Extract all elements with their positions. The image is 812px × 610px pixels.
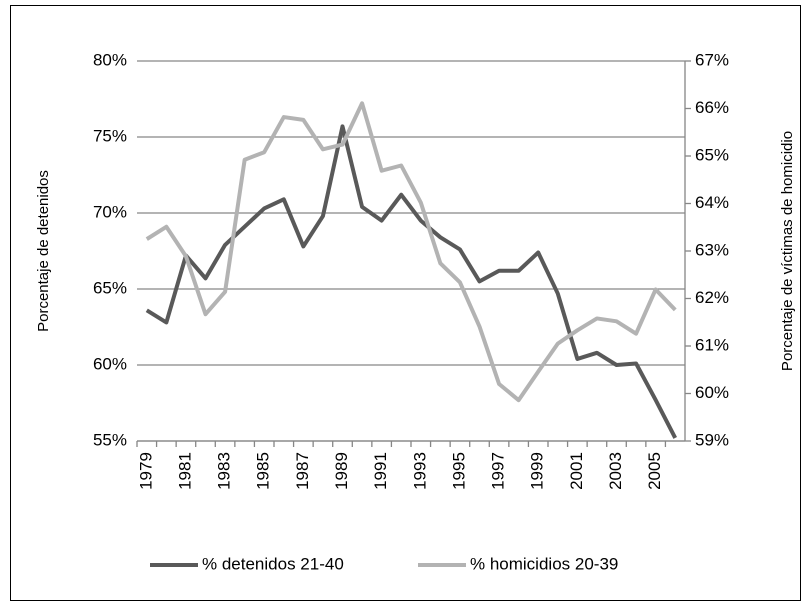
y-tick-label: 75% (93, 126, 127, 145)
x-tick-label: 1995 (449, 452, 468, 490)
x-tick-label: 1989 (332, 452, 351, 490)
series-line (145, 101, 677, 403)
y2-tick-label: 66% (695, 98, 729, 117)
y2-tick-label: 59% (695, 430, 729, 449)
x-tick-label: 1999 (528, 452, 547, 490)
x-tick-label: 1979 (136, 452, 155, 490)
x-tick-label: 1993 (410, 452, 429, 490)
y2-axis-label: Porcentaje de víctimas de homicidio (779, 131, 796, 371)
y2-tick-label: 60% (695, 383, 729, 402)
y2-tick-label: 62% (695, 288, 729, 307)
y-tick-label: 65% (93, 278, 127, 297)
y2-tick-label: 65% (695, 145, 729, 164)
y2-tick-label: 63% (695, 240, 729, 259)
x-tick-label: 2005 (645, 452, 664, 490)
y-axis-label: Porcentaje de detenidos (35, 170, 52, 332)
x-tick-label: 1997 (489, 452, 508, 490)
y2-tick-label: 67% (695, 50, 729, 69)
x-tick-label: 2003 (606, 452, 625, 490)
legend-label: % homicidios 20-39 (470, 554, 618, 573)
x-tick-label: 1987 (293, 452, 312, 490)
x-tick-label: 1983 (215, 452, 234, 490)
y2-tick-label: 64% (695, 193, 729, 212)
x-tick-label: 1985 (254, 452, 273, 490)
legend-label: % detenidos 21-40 (202, 554, 344, 573)
y-tick-label: 80% (93, 50, 127, 69)
x-tick-label: 2001 (567, 452, 586, 490)
y2-tick-label: 61% (695, 335, 729, 354)
y-tick-label: 70% (93, 202, 127, 221)
x-tick-label: 1991 (371, 452, 390, 490)
chart-frame (10, 5, 801, 601)
y-tick-label: 60% (93, 354, 127, 373)
x-tick-label: 1981 (175, 452, 194, 490)
y-tick-label: 55% (93, 430, 127, 449)
